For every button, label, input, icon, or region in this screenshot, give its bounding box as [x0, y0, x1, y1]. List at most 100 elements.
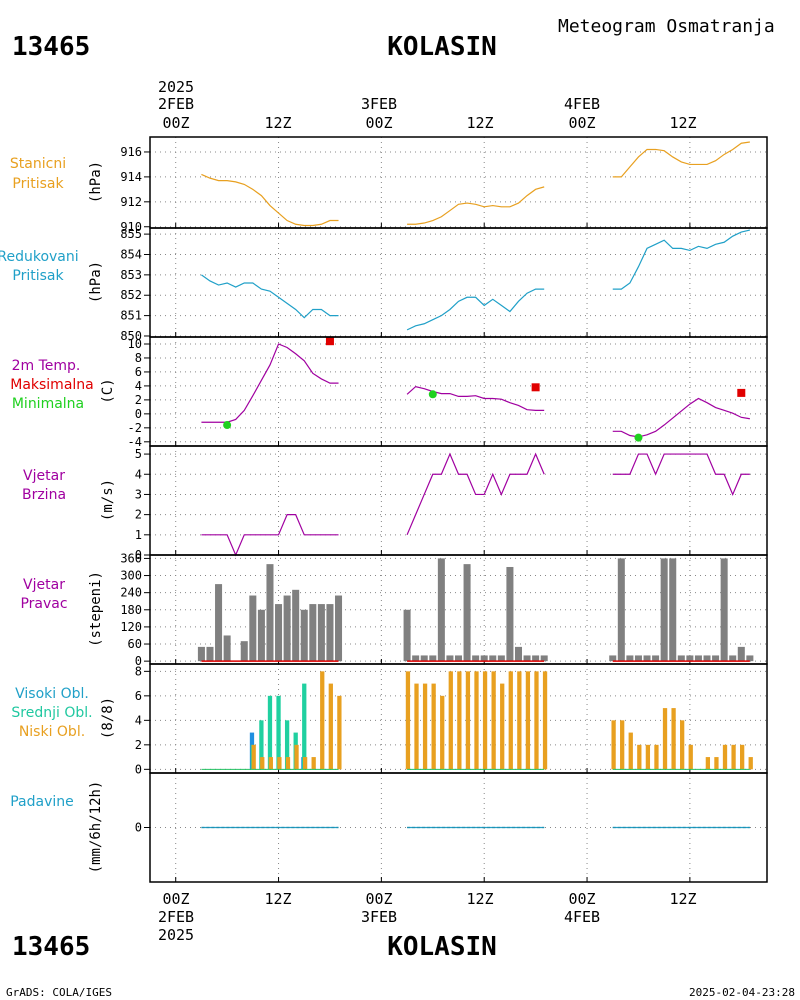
- cloud-low-bar-24: [465, 671, 471, 770]
- temperature-ytick-label-0: 10: [128, 337, 142, 351]
- wind-dir-bar-29: [506, 566, 514, 662]
- temperature-ytick-label-4: 2: [135, 393, 142, 407]
- station_pressure-ytick-label-0: 916: [120, 145, 142, 159]
- cloud-medium-bar-10: [284, 720, 290, 770]
- cloud-low-bar-46: [714, 757, 719, 770]
- station-pressure-unit: (hPa): [88, 161, 104, 203]
- wind-dir-bar-47: [720, 558, 728, 662]
- cloud-low-bar-22: [448, 671, 453, 770]
- cloud-low-bar-27: [491, 671, 496, 770]
- wind-dir-bar-5: [240, 641, 248, 662]
- wind-dir-bar-36: [626, 655, 634, 662]
- cloud-low-bar-31: [525, 671, 531, 770]
- top-hour-1: 00Z: [162, 114, 189, 132]
- wind-speed-line-segment-2: [612, 453, 750, 496]
- cloud-low-bar-33: [542, 671, 548, 770]
- cloud-low-bar-17: [405, 671, 411, 770]
- temperature-unit: (C): [100, 378, 116, 403]
- wind-dir-bar-2: [215, 584, 223, 662]
- plot-layer: 9169149129108558548538528518501086420-2-…: [120, 136, 768, 883]
- wind-dir-bar-35: [617, 558, 625, 662]
- cloud-low-bar-32: [534, 671, 539, 770]
- wind-speed-unit: (m/s): [100, 479, 116, 521]
- wind-dir-label-1: Vjetar: [23, 577, 65, 593]
- temp-max-marker-0: [325, 337, 334, 346]
- temperature-ytick-label-3: 4: [135, 379, 142, 393]
- top-hour-5: 00Z: [568, 114, 595, 132]
- cloud-low-bar-7: [260, 757, 265, 770]
- wind_speed-ytick-label-1: 4: [135, 467, 142, 481]
- cloud-low-bar-41: [671, 708, 676, 770]
- reduced_pressure-frame: [149, 227, 768, 338]
- wind-dir-bar-20: [429, 655, 437, 662]
- wind_direction-ytick-label-5: 60: [128, 637, 142, 651]
- precip-unit: (mm/6h/12h): [88, 781, 104, 874]
- reduced-pressure-line-segment-0: [201, 274, 339, 319]
- wind-dir-bar-18: [412, 655, 420, 662]
- wind-dir-bar-7: [257, 609, 265, 662]
- wind-speed-label-2: Brzina: [22, 487, 66, 503]
- bottom-hour-6: 12Z: [669, 890, 696, 908]
- top-day-2: 3FEB: [361, 95, 397, 113]
- station-name-top: KOLASIN: [387, 32, 497, 62]
- station-pressure-line-segment-2: [612, 141, 750, 178]
- wind_direction-ytick-label-1: 300: [120, 569, 142, 583]
- cloud-label-2: Srednji Obl.: [11, 705, 92, 721]
- precipitation-frame: [149, 772, 768, 883]
- station_pressure-ytick-label-3: 910: [120, 220, 142, 234]
- temp-max-marker-2: [737, 388, 746, 397]
- station_pressure-ytick-label-1: 914: [120, 170, 142, 184]
- clouds-ytick-label-2: 4: [135, 713, 142, 727]
- cloud-low-bar-19: [422, 683, 428, 770]
- cloud-low-bar-25: [474, 671, 479, 770]
- reduced_pressure-ytick-label-1: 854: [120, 247, 142, 261]
- cloud-low-bar-6: [251, 744, 256, 770]
- cloud-low-bar-40: [662, 708, 668, 770]
- wind_speed-ytick-label-5: 0: [135, 548, 142, 562]
- cloud-low-bar-49: [740, 744, 745, 770]
- station_pressure-ytick-label-2: 912: [120, 195, 142, 209]
- wind-dir-bar-46: [712, 655, 720, 662]
- top-day-1: 2FEB: [158, 95, 194, 113]
- temp-label-1: 2m Temp.: [12, 358, 81, 374]
- top-hour-3: 00Z: [365, 114, 392, 132]
- cloud-low-bar-50: [748, 757, 753, 770]
- wind-dir-bar-31: [523, 655, 531, 662]
- bottom-hour-2: 12Z: [264, 890, 291, 908]
- wind-dir-bar-0: [197, 646, 205, 662]
- wind-dir-bar-24: [463, 564, 471, 662]
- reduced-pressure-line-segment-1: [406, 288, 545, 331]
- wind-dir-bar-37: [634, 655, 642, 662]
- temp-min-marker-0: [223, 421, 232, 430]
- cloud-low-bar-9: [277, 757, 282, 770]
- temperature-ytick-label-1: 8: [135, 351, 142, 365]
- wind-dir-bar-19: [420, 655, 428, 662]
- cloud-low-bar-12: [302, 757, 308, 770]
- wind-dir-bar-39: [652, 655, 660, 662]
- wind_direction-ytick-label-2: 240: [120, 586, 142, 600]
- wind-dir-bar-34: [609, 655, 617, 662]
- clouds-ytick-label-4: 0: [135, 762, 142, 776]
- cloud-medium-bar-7: [259, 720, 264, 770]
- cloud-medium-bar-9: [276, 695, 281, 770]
- reduced_pressure-ytick-label-0: 855: [120, 227, 142, 241]
- bottom-hour-5: 00Z: [568, 890, 595, 908]
- bottom-year: 2025: [158, 926, 194, 944]
- wind-dir-bar-9: [275, 604, 283, 662]
- reduced_pressure-ytick-label-4: 851: [120, 309, 142, 323]
- wind-dir-bar-8: [266, 564, 274, 662]
- footer-timestamp: 2025-02-04-23:28: [689, 986, 795, 999]
- wind-dir-bar-12: [300, 609, 308, 662]
- wind-dir-bar-22: [446, 655, 454, 662]
- station-id-top: 13465: [12, 32, 90, 62]
- wind-dir-bar-15: [326, 604, 334, 662]
- station_pressure-frame: [149, 136, 768, 229]
- cloud-low-bar-21: [440, 695, 445, 770]
- reduced-pressure-unit: (hPa): [88, 261, 104, 303]
- wind-dir-bar-44: [694, 655, 702, 662]
- station-id-bottom: 13465: [12, 932, 90, 962]
- top-hour-2: 12Z: [264, 114, 291, 132]
- cloud-label-1: Visoki Obl.: [15, 686, 89, 702]
- top-hour-4: 12Z: [466, 114, 493, 132]
- wind-dir-bar-30: [514, 646, 522, 662]
